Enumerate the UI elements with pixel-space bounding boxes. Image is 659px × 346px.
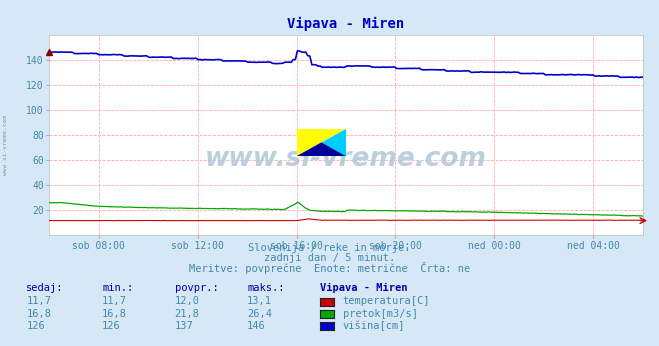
Text: Meritve: povprečne  Enote: metrične  Črta: ne: Meritve: povprečne Enote: metrične Črta:… xyxy=(189,262,470,274)
Text: temperatura[C]: temperatura[C] xyxy=(343,297,430,307)
Text: www.si-vreme.com: www.si-vreme.com xyxy=(205,146,487,172)
Text: 26,4: 26,4 xyxy=(247,309,272,319)
Text: 11,7: 11,7 xyxy=(102,297,127,307)
Text: višina[cm]: višina[cm] xyxy=(343,320,405,331)
Text: 13,1: 13,1 xyxy=(247,297,272,307)
Text: min.:: min.: xyxy=(102,283,133,293)
Polygon shape xyxy=(297,129,346,156)
Text: 12,0: 12,0 xyxy=(175,297,200,307)
Text: Slovenija / reke in morje.: Slovenija / reke in morje. xyxy=(248,243,411,253)
Text: 126: 126 xyxy=(26,321,45,331)
Text: 126: 126 xyxy=(102,321,121,331)
Text: 21,8: 21,8 xyxy=(175,309,200,319)
Text: 16,8: 16,8 xyxy=(26,309,51,319)
Text: povpr.:: povpr.: xyxy=(175,283,218,293)
Text: 137: 137 xyxy=(175,321,193,331)
Polygon shape xyxy=(297,143,346,156)
Text: pretok[m3/s]: pretok[m3/s] xyxy=(343,309,418,319)
Text: Vipava - Miren: Vipava - Miren xyxy=(320,283,407,293)
Text: sedaj:: sedaj: xyxy=(26,283,64,293)
Text: www.si-vreme.com: www.si-vreme.com xyxy=(3,115,8,175)
Polygon shape xyxy=(297,129,346,156)
Text: zadnji dan / 5 minut.: zadnji dan / 5 minut. xyxy=(264,253,395,263)
Title: Vipava - Miren: Vipava - Miren xyxy=(287,17,405,31)
Text: 146: 146 xyxy=(247,321,266,331)
Text: maks.:: maks.: xyxy=(247,283,285,293)
Text: 16,8: 16,8 xyxy=(102,309,127,319)
Text: 11,7: 11,7 xyxy=(26,297,51,307)
